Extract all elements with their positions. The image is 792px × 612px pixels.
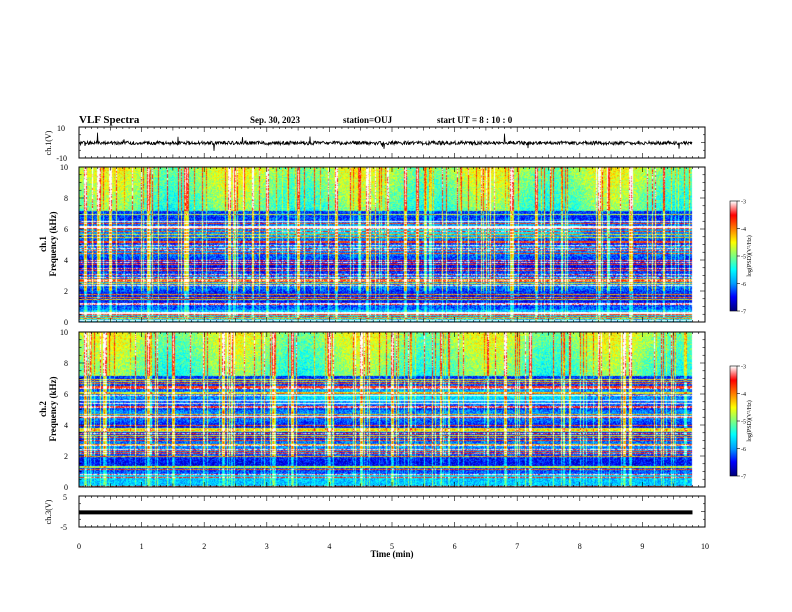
- time-tick-label: 2: [202, 542, 206, 551]
- station-label: station=OUJ: [343, 115, 393, 125]
- frequency-tick-label: 8: [64, 194, 68, 203]
- ch1-waveform-ticks: [78, 126, 706, 159]
- frequency-tick-label: 2: [64, 452, 68, 461]
- time-tick-label: 7: [515, 542, 519, 551]
- ch1-waveform-trace: [78, 132, 693, 151]
- ch1-colorbar-label: log(PSD)(V²/Hz): [746, 235, 753, 276]
- colorbar-tick-label: -5: [741, 255, 746, 261]
- time-axis-label: Time (min): [370, 549, 413, 559]
- ch3-waveform-panel: 5 -5 ch.3(V) 0 1 2 3 4 5 6 7 8 9 10 Time (min): [44, 493, 709, 559]
- ch1-spectrogram-ylabel-channel: ch.1: [38, 236, 48, 252]
- frequency-tick-label: 10: [60, 328, 68, 337]
- start-time-label: start UT = 8 : 10 : 0: [437, 115, 513, 125]
- ch1-colorbar-image: [730, 201, 737, 311]
- ch2-spectrogram-ytick-labels: 0 2 4 6 8 10: [60, 328, 68, 492]
- ch2-spectrogram-ylabel-channel: ch.2: [38, 401, 48, 417]
- time-tick-label: 4: [327, 542, 331, 551]
- frequency-tick-label: 10: [60, 163, 68, 172]
- ch3-ytick-bottom: -5: [60, 523, 67, 532]
- colorbar-tick-label: -6: [741, 282, 746, 288]
- colorbar-tick-label: -5: [741, 420, 746, 426]
- colorbar-tick-label: -4: [741, 227, 746, 233]
- frequency-tick-label: 0: [64, 483, 68, 492]
- ch1-waveform-ylabel: ch.1(V): [44, 130, 53, 155]
- ch1-waveform-panel: 10 -10 ch.1(V): [44, 124, 706, 163]
- time-tick-label: 10: [701, 542, 709, 551]
- ch1-ytick-bottom: -10: [56, 154, 67, 163]
- colorbar-tick-label: -7: [741, 475, 746, 481]
- time-tick-label: 0: [77, 542, 81, 551]
- ch2-colorbar-label: log(PSD)(V²/Hz): [746, 400, 753, 441]
- ch3-waveform-ticks: [78, 495, 706, 528]
- ch1-spectrogram-ytick-labels: 0 2 4 6 8 10: [60, 163, 68, 327]
- time-tick-label: 8: [578, 542, 582, 551]
- frequency-tick-label: 2: [64, 287, 68, 296]
- figure-title: VLF Spectra: [79, 114, 140, 126]
- ch3-waveform-ylabel: ch.3(V): [44, 499, 53, 524]
- frequency-tick-label: 6: [64, 390, 68, 399]
- frequency-tick-label: 6: [64, 225, 68, 234]
- frequency-tick-label: 4: [64, 256, 68, 265]
- ch2-spectrogram-ylabel-frequency: Frequency (kHz): [48, 376, 58, 441]
- colorbar-tick-label: -6: [741, 447, 746, 453]
- time-axis-tick-labels: 0 1 2 3 4 5 6 7 8 9 10: [77, 542, 709, 551]
- time-tick-label: 9: [640, 542, 644, 551]
- ch3-ytick-top: 5: [63, 493, 67, 502]
- time-tick-label: 6: [453, 542, 457, 551]
- colorbar-tick-label: -4: [741, 392, 746, 398]
- colorbar-tick-label: -7: [741, 310, 746, 316]
- colorbar-tick-label: -3: [741, 200, 746, 206]
- ch2-spectrogram-ticks: [78, 331, 706, 488]
- ch1-ytick-top: 10: [57, 124, 65, 133]
- ch1-spectrogram-image: [79, 167, 705, 322]
- time-tick-label: 3: [265, 542, 269, 551]
- ch2-colorbar-image: [730, 366, 737, 476]
- ch2-spectrogram-image: [79, 332, 705, 487]
- time-tick-label: 1: [140, 542, 144, 551]
- ch1-colorbar-ticks: -3 -4 -5 -6 -7: [737, 200, 746, 316]
- time-tick-label: 5: [390, 542, 394, 551]
- frequency-tick-label: 0: [64, 318, 68, 327]
- ch2-colorbar-ticks: -3 -4 -5 -6 -7: [737, 365, 746, 481]
- ch1-spectrogram-ylabel-frequency: Frequency (kHz): [48, 211, 58, 276]
- frequency-tick-label: 8: [64, 359, 68, 368]
- colorbar-tick-label: -3: [741, 365, 746, 371]
- ch1-spectrogram-ticks: [78, 166, 706, 323]
- frequency-tick-label: 4: [64, 421, 68, 430]
- date-label: Sep. 30, 2023: [250, 115, 301, 125]
